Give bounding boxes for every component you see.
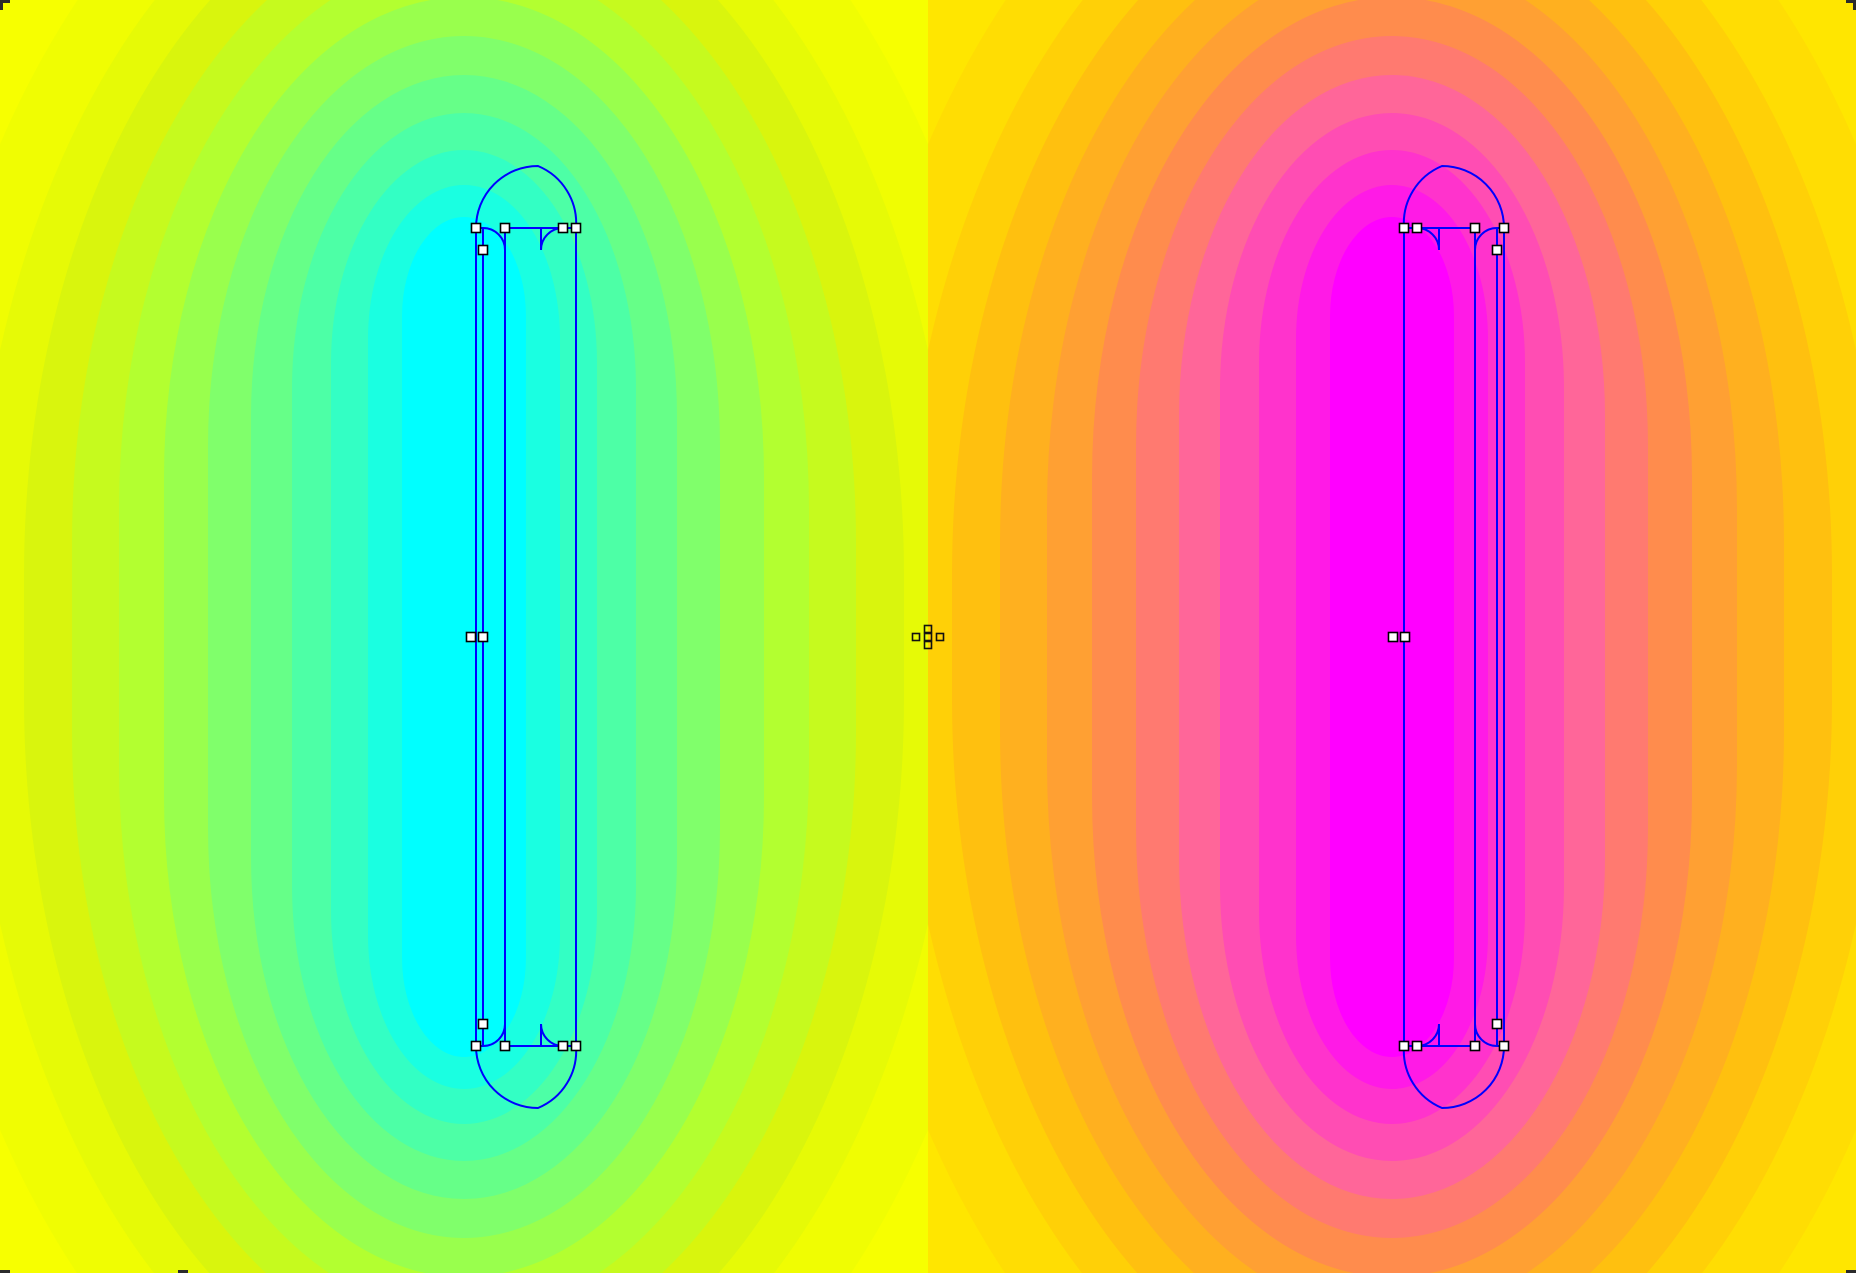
page-corner-tick-top-left-v <box>0 0 3 10</box>
page-corner-tick-bottom-left <box>0 1270 10 1273</box>
left-band-field <box>24 0 904 1273</box>
page-corner-tick-top-right-v <box>1853 0 1856 10</box>
page-corner-tick-top-left <box>0 0 10 3</box>
left-field-panel <box>24 0 904 1273</box>
page-corner-tick-bottom-right <box>1846 1270 1856 1273</box>
right-band-field <box>928 0 1856 1273</box>
contour-band-0 <box>402 217 526 1057</box>
page-corner-tick-bottom-mid <box>178 1270 188 1273</box>
right-field-panel <box>928 0 1856 1273</box>
contour-band-0 <box>1330 217 1454 1057</box>
page-corner-tick-top-right <box>1846 0 1856 3</box>
